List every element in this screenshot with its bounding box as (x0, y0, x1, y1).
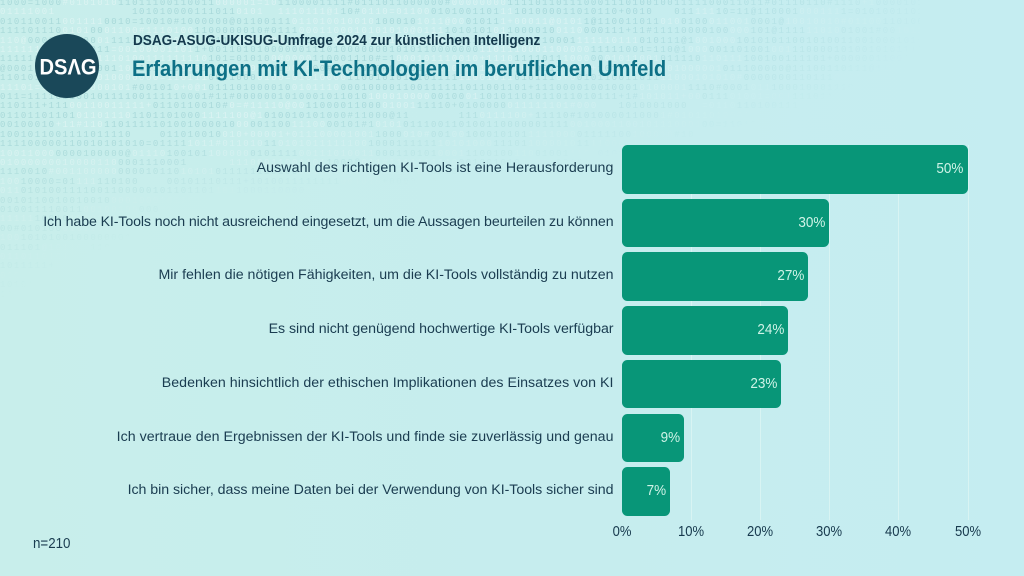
svg-text:DSΛG: DSΛG (40, 54, 97, 79)
